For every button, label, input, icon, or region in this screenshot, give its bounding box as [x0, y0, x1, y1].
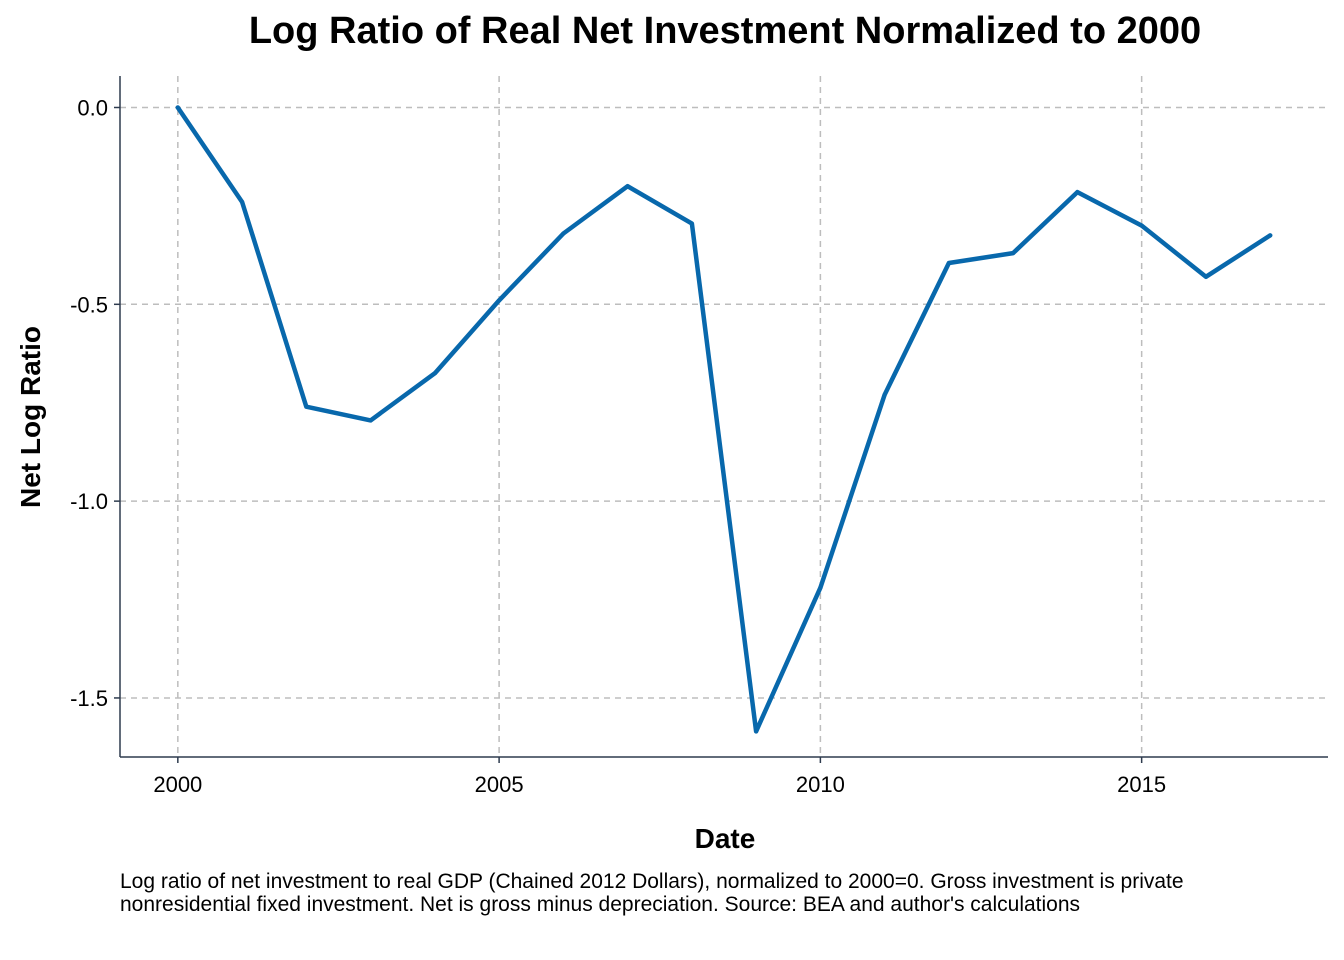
y-tick-label: -1.5	[70, 686, 108, 711]
x-tick-label: 2005	[475, 772, 524, 797]
data-point	[689, 221, 694, 226]
data-point	[497, 298, 502, 303]
data-point	[1011, 251, 1016, 256]
data-point	[946, 260, 951, 265]
data-point	[818, 585, 823, 590]
chart-title: Log Ratio of Real Net Investment Normali…	[248, 10, 1202, 52]
x-tick-label: 2015	[1117, 772, 1166, 797]
y-axis-title: Net Log Ratio	[15, 326, 46, 508]
data-point	[1139, 223, 1144, 228]
data-point	[175, 105, 180, 110]
gridlines	[120, 76, 1328, 757]
series-line	[175, 105, 1273, 734]
y-tick-label: -1.0	[70, 489, 108, 514]
data-point	[561, 231, 566, 236]
data-series	[175, 105, 1273, 734]
data-point	[1203, 274, 1208, 279]
x-axis-title: Date	[695, 823, 756, 854]
data-point	[304, 404, 309, 409]
data-point	[1268, 233, 1273, 238]
data-point	[754, 729, 759, 734]
tick-labels: 2000 2005 2010 2015 0.0 -0.5 -1.0 -1.5	[70, 95, 1166, 797]
data-point	[882, 392, 887, 397]
chart-caption: Log ratio of net investment to real GDP …	[120, 870, 1184, 916]
data-point	[368, 418, 373, 423]
data-point	[240, 199, 245, 204]
y-tick-label: 0.0	[77, 95, 108, 120]
x-tick-label: 2010	[796, 772, 845, 797]
y-tick-label: -0.5	[70, 292, 108, 317]
data-point	[625, 184, 630, 189]
data-point	[432, 371, 437, 376]
data-point	[1075, 190, 1080, 195]
axes	[114, 76, 1328, 763]
x-tick-label: 2000	[153, 772, 202, 797]
